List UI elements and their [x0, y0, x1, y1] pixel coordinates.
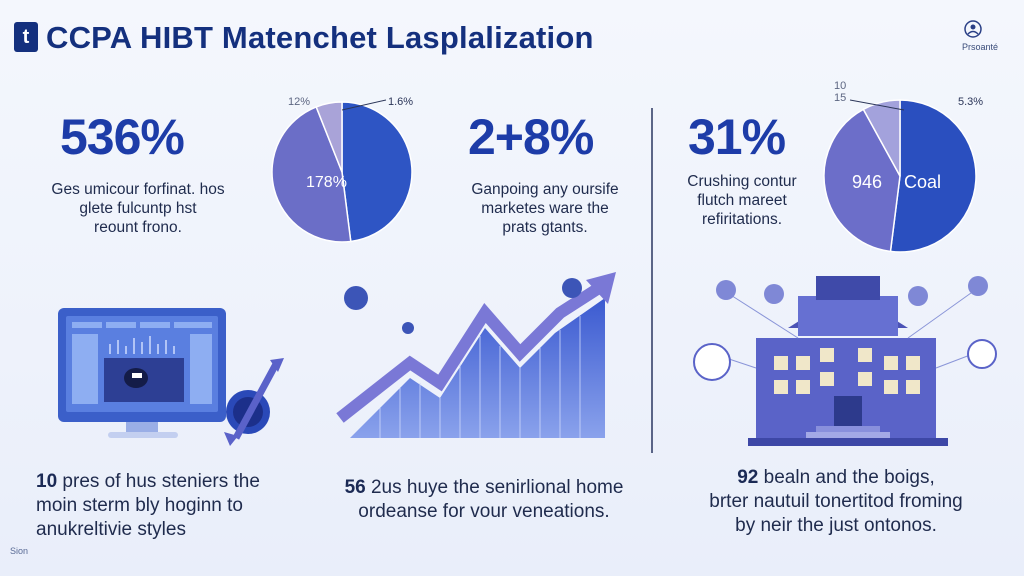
bottom-block-2: 56 2us huye the senirlional home ordeans…	[344, 477, 624, 522]
section-divider	[651, 108, 653, 453]
brand-logo: t	[14, 22, 38, 52]
pie-2-slices	[823, 99, 977, 253]
bottom-block-1: 10 pres of hus steniers the moin sterm b…	[36, 471, 260, 540]
stat-description-2: Ganpoing any oursife marketes ware the p…	[471, 181, 619, 236]
stat-value-3: 31%	[688, 109, 786, 165]
footer-label: Sion	[10, 546, 29, 556]
pie-chart-2	[823, 99, 977, 253]
pie-2-slice-1	[889, 99, 977, 253]
pie-2-slice-2	[823, 108, 901, 253]
bottom-lead-3: 92	[737, 467, 759, 488]
pie-1-outer-label: 12%	[288, 96, 311, 108]
pie-1-slices	[271, 101, 413, 243]
stat-value-1: 536%	[60, 109, 185, 165]
stat-description-3: Crushing contur flutch mareet refiritati…	[687, 173, 797, 228]
bottom-lead-1: 10	[36, 471, 58, 492]
pie-1-corner-label: 1.6%	[388, 96, 414, 108]
pie-1-inner-label: 178%	[306, 174, 347, 191]
pie-1-slice-1	[341, 101, 413, 243]
page-title: CCPA HIBT Matenchet Lasplalization	[46, 20, 594, 55]
bottom-block-3: 92 bealn and the boigs, brter nautuil to…	[709, 467, 963, 536]
bottom-lead-2: 56	[344, 477, 366, 498]
top-right-label: Prsoanté	[961, 42, 999, 52]
computer-monitor-illustration	[58, 308, 284, 446]
pie-1-slice-2	[271, 105, 352, 243]
presenter-icon	[964, 20, 982, 38]
pie-2-corner-label: 5.3%	[958, 96, 984, 108]
pie-2-slice-3	[862, 99, 901, 177]
stat-description-1: Ges umicour forfinat. hos glete fulcuntp…	[51, 181, 225, 236]
pie-chart-1	[271, 101, 413, 243]
pie-2-outer-label: 10 15	[834, 80, 847, 104]
stat-value-2: 2+8%	[468, 109, 594, 165]
growth-trend-illustration	[336, 272, 616, 438]
pie-2-leader-line	[849, 99, 905, 111]
pie-2-inner-label-2: Coal	[904, 172, 942, 192]
building-illustration	[693, 276, 997, 446]
pie-1-leader-line	[341, 99, 387, 111]
pie-2-inner-label: 946	[852, 172, 883, 192]
pie-1-slice-3	[315, 101, 343, 173]
